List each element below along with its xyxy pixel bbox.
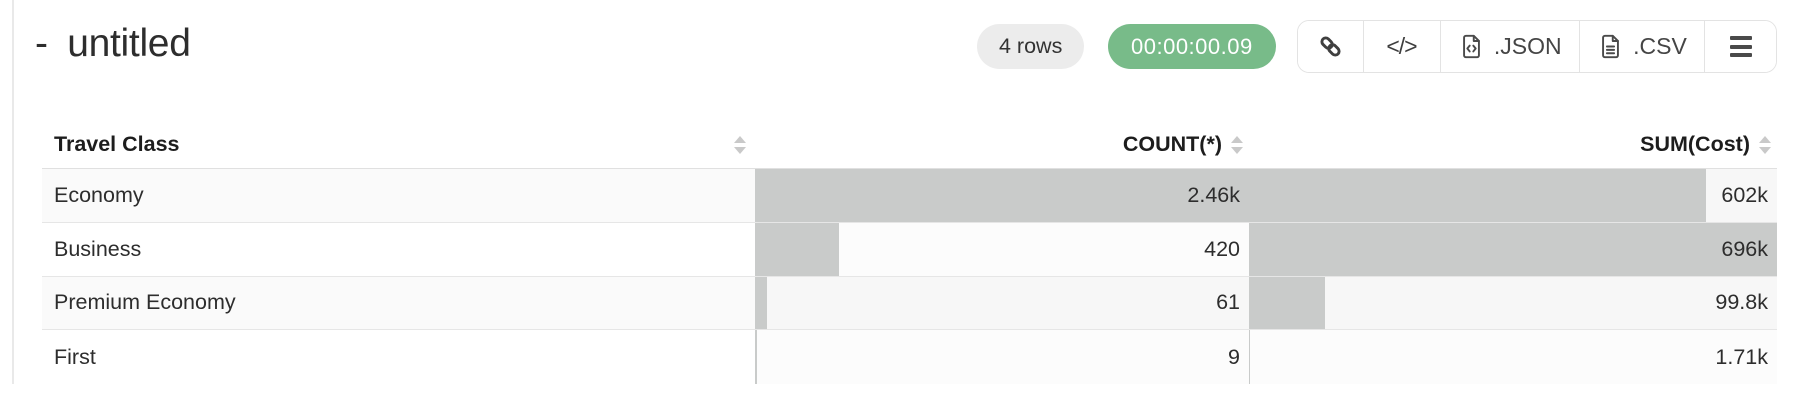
sum-value: 99.8k	[1715, 290, 1768, 315]
cell-count: 2.46k	[755, 169, 1249, 222]
cell-sum: 696k	[1249, 222, 1777, 276]
column-label: SUM(Cost)	[1640, 132, 1750, 156]
table-row[interactable]: First 9 1.71k	[42, 330, 1777, 384]
count-value: 2.46k	[1187, 182, 1240, 207]
sort-icon	[734, 135, 746, 154]
sort-icon	[1231, 135, 1243, 154]
export-csv-label: .CSV	[1633, 33, 1687, 59]
sum-bar	[1249, 222, 1777, 276]
travel-class-value: First	[54, 344, 96, 369]
cell-travel-class: First	[42, 330, 755, 384]
cell-travel-class: Premium Economy	[42, 277, 755, 330]
count-value: 420	[1204, 236, 1240, 261]
panel-left-border	[12, 0, 14, 384]
column-header-travel-class[interactable]: Travel Class	[42, 132, 755, 157]
sum-bar	[1249, 330, 1251, 384]
csv-file-icon	[1597, 33, 1624, 60]
cell-count: 9	[755, 330, 1249, 384]
code-icon: </>	[1386, 33, 1417, 59]
export-json-label: .JSON	[1493, 33, 1562, 59]
more-options-button[interactable]	[1704, 21, 1776, 72]
query-duration-label: 00:00:00.09	[1131, 33, 1253, 59]
count-bar	[755, 169, 1249, 222]
sum-value: 602k	[1721, 182, 1768, 207]
travel-class-value: Premium Economy	[54, 290, 236, 315]
export-button-group: </> .JSON .CSV	[1297, 20, 1777, 73]
query-title: - untitled	[35, 22, 191, 65]
share-link-button[interactable]	[1298, 21, 1363, 72]
count-bar	[755, 222, 840, 276]
sum-value: 1.71k	[1715, 344, 1768, 369]
results-table: Travel Class COUNT(*) SUM(Cost) Economy …	[42, 100, 1777, 384]
menu-icon	[1729, 36, 1752, 57]
row-count-badge: 4 rows	[977, 24, 1085, 69]
cell-travel-class: Business	[42, 223, 755, 276]
cell-sum: 1.71k	[1249, 330, 1777, 384]
table-body: Economy 2.46k 602k Business 420 696k Pre…	[42, 169, 1777, 384]
cell-sum: 99.8k	[1249, 276, 1777, 330]
table-header-row: Travel Class COUNT(*) SUM(Cost)	[42, 100, 1777, 169]
row-count-label: 4 rows	[999, 34, 1063, 58]
table-row[interactable]: Business 420 696k	[42, 222, 1777, 277]
column-label: COUNT(*)	[1122, 132, 1222, 156]
cell-count: 420	[755, 222, 1249, 276]
travel-class-value: Business	[54, 236, 142, 261]
count-bar	[755, 276, 768, 330]
table-row[interactable]: Premium Economy 61 99.8k	[42, 276, 1777, 331]
cell-sum: 602k	[1249, 169, 1777, 222]
view-code-button[interactable]: </>	[1362, 21, 1440, 72]
column-header-count[interactable]: COUNT(*)	[755, 132, 1249, 157]
sum-bar	[1249, 276, 1325, 330]
count-bar	[755, 330, 757, 384]
sum-bar	[1249, 169, 1706, 222]
json-file-icon	[1458, 33, 1485, 60]
link-icon	[1317, 33, 1344, 60]
column-label: Travel Class	[54, 132, 180, 156]
cell-count: 61	[755, 276, 1249, 330]
table-row[interactable]: Economy 2.46k 602k	[42, 169, 1777, 223]
travel-class-value: Economy	[54, 182, 144, 207]
column-header-sum-cost[interactable]: SUM(Cost)	[1249, 132, 1777, 157]
sort-icon	[1759, 135, 1771, 154]
count-value: 9	[1228, 344, 1240, 369]
query-duration-badge: 00:00:00.09	[1108, 24, 1276, 69]
export-csv-button[interactable]: .CSV	[1579, 21, 1704, 72]
count-value: 61	[1216, 290, 1240, 315]
cell-travel-class: Economy	[42, 169, 755, 222]
sum-value: 696k	[1721, 236, 1768, 261]
export-json-button[interactable]: .JSON	[1439, 21, 1579, 72]
